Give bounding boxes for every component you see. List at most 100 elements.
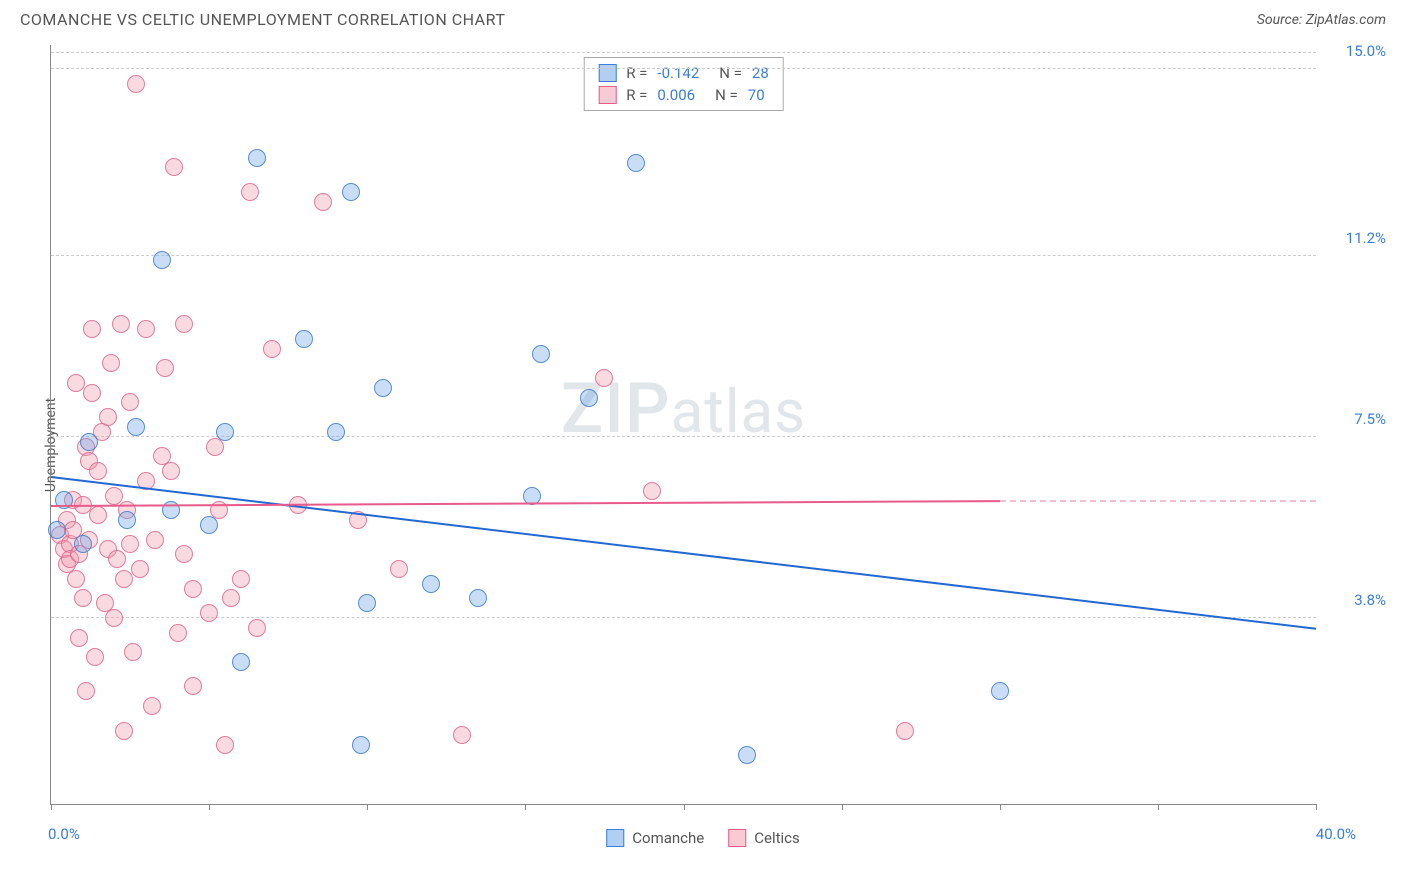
gridline <box>51 255 1316 256</box>
data-point-celtics <box>108 550 126 568</box>
data-point-celtics <box>127 75 145 93</box>
data-point-celtics <box>896 722 914 740</box>
data-point-celtics <box>184 580 202 598</box>
data-point-comanche <box>127 418 145 436</box>
data-point-comanche <box>216 423 234 441</box>
data-point-celtics <box>67 570 85 588</box>
data-point-celtics <box>124 643 142 661</box>
data-point-celtics <box>263 340 281 358</box>
data-point-celtics <box>143 697 161 715</box>
stats-row-celtics: R = 0.006 N = 70 <box>598 84 769 106</box>
data-point-comanche <box>232 653 250 671</box>
data-point-celtics <box>222 589 240 607</box>
data-point-comanche <box>80 433 98 451</box>
y-tick-label: 15.0% <box>1346 42 1386 60</box>
swatch-comanche <box>598 64 616 82</box>
x-tick <box>51 804 52 810</box>
data-point-celtics <box>112 315 130 333</box>
legend-bottom: Comanche Celtics <box>606 829 800 847</box>
x-tick <box>1316 804 1317 810</box>
data-point-celtics <box>169 624 187 642</box>
chart-wrap: Unemployment ZIPatlas R = -0.142 N = 28 … <box>10 35 1396 855</box>
y-tick-label: 7.5% <box>1354 410 1386 428</box>
data-point-comanche <box>327 423 345 441</box>
gridline <box>51 617 1316 618</box>
data-point-comanche <box>738 746 756 764</box>
data-point-celtics <box>83 384 101 402</box>
legend-item-celtics: Celtics <box>728 829 800 847</box>
data-point-comanche <box>352 736 370 754</box>
data-point-celtics <box>83 320 101 338</box>
data-point-celtics <box>595 369 613 387</box>
data-point-comanche <box>358 594 376 612</box>
data-point-comanche <box>342 183 360 201</box>
trend-line <box>1000 500 1316 502</box>
data-point-comanche <box>248 149 266 167</box>
data-point-celtics <box>89 506 107 524</box>
data-point-celtics <box>175 315 193 333</box>
data-point-celtics <box>131 560 149 578</box>
data-point-celtics <box>216 736 234 754</box>
data-point-celtics <box>156 359 174 377</box>
data-point-celtics <box>241 183 259 201</box>
x-axis-min-label: 0.0% <box>48 825 80 843</box>
x-tick <box>842 804 843 810</box>
data-point-celtics <box>105 609 123 627</box>
x-tick <box>684 804 685 810</box>
data-point-celtics <box>248 619 266 637</box>
data-point-comanche <box>580 389 598 407</box>
data-point-comanche <box>422 575 440 593</box>
data-point-comanche <box>469 589 487 607</box>
data-point-celtics <box>105 487 123 505</box>
data-point-celtics <box>453 726 471 744</box>
chart-title: COMANCHE VS CELTIC UNEMPLOYMENT CORRELAT… <box>20 10 505 29</box>
data-point-comanche <box>295 330 313 348</box>
data-point-comanche <box>627 154 645 172</box>
swatch-icon <box>728 829 746 847</box>
data-point-celtics <box>184 677 202 695</box>
swatch-icon <box>606 829 624 847</box>
x-axis-max-label: 40.0% <box>1316 825 1356 843</box>
data-point-celtics <box>86 648 104 666</box>
x-tick <box>1158 804 1159 810</box>
data-point-celtics <box>115 722 133 740</box>
x-tick <box>367 804 368 810</box>
gridline <box>51 52 1316 53</box>
data-point-comanche <box>74 535 92 553</box>
data-point-celtics <box>314 193 332 211</box>
trend-line <box>51 476 1316 630</box>
stats-box: R = -0.142 N = 28 R = 0.006 N = 70 <box>583 57 784 111</box>
x-tick <box>209 804 210 810</box>
data-point-celtics <box>121 393 139 411</box>
data-point-celtics <box>115 570 133 588</box>
data-point-celtics <box>121 535 139 553</box>
x-tick <box>1000 804 1001 810</box>
data-point-celtics <box>77 682 95 700</box>
data-point-celtics <box>102 354 120 372</box>
data-point-celtics <box>200 604 218 622</box>
data-point-celtics <box>70 629 88 647</box>
chart-source: Source: ZipAtlas.com <box>1257 12 1386 28</box>
y-tick-label: 3.8% <box>1354 591 1386 609</box>
data-point-celtics <box>137 320 155 338</box>
gridline <box>51 68 1316 69</box>
data-point-comanche <box>200 516 218 534</box>
data-point-celtics <box>89 462 107 480</box>
gridline <box>51 436 1316 437</box>
y-tick-label: 11.2% <box>1346 229 1386 247</box>
data-point-celtics <box>74 589 92 607</box>
data-point-celtics <box>390 560 408 578</box>
data-point-comanche <box>118 511 136 529</box>
x-tick <box>525 804 526 810</box>
data-point-celtics <box>162 462 180 480</box>
data-point-celtics <box>232 570 250 588</box>
legend-item-comanche: Comanche <box>606 829 704 847</box>
data-point-celtics <box>146 531 164 549</box>
data-point-celtics <box>165 158 183 176</box>
data-point-comanche <box>991 682 1009 700</box>
data-point-comanche <box>374 379 392 397</box>
data-point-comanche <box>153 251 171 269</box>
data-point-celtics <box>643 482 661 500</box>
swatch-celtics <box>598 86 616 104</box>
data-point-celtics <box>175 545 193 563</box>
